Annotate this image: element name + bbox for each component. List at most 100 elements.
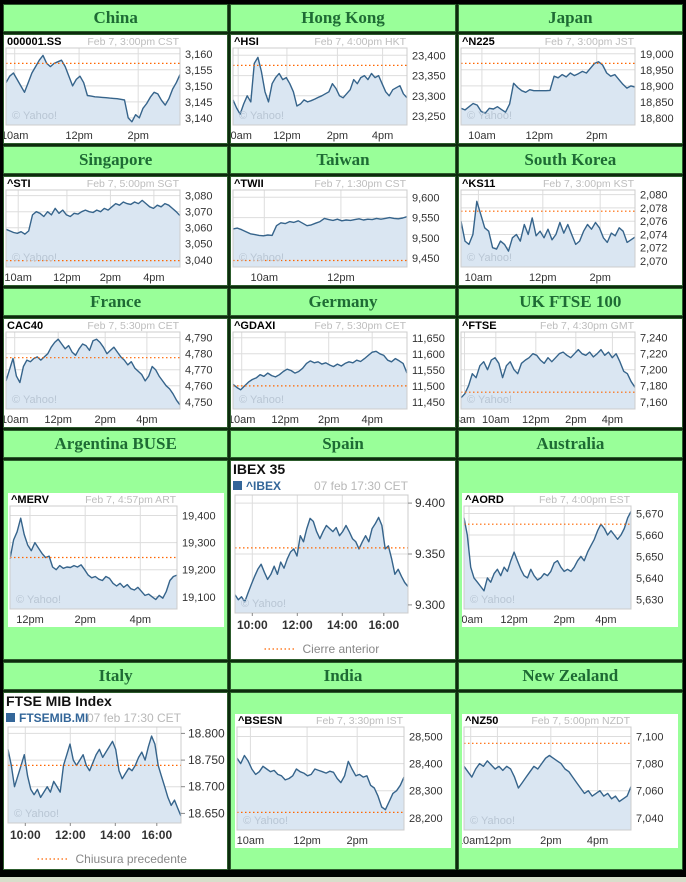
chart-germany[interactable]: © Yahoo! ^GDAXI Feb 7, 5:30pm CET 11,650 11,…	[231, 319, 455, 427]
symbol-label: ^STI	[7, 178, 31, 190]
chart-cell-india: © Yahoo! ^BSESN Feb 7, 3:30pm IST 28,500 28,…	[230, 692, 456, 870]
chart-taiwan[interactable]: © Yahoo! ^TWII Feb 7, 1:30pm CST 9,600 9,550…	[231, 177, 455, 285]
area-fill	[460, 201, 635, 267]
y-tick-label: 2,076	[640, 216, 668, 228]
header-label: Japan	[548, 8, 593, 27]
chart-cell-taiwan: © Yahoo! ^TWII Feb 7, 1:30pm CST 9,600 9,550…	[230, 176, 456, 286]
y-tick-label: 3,060	[185, 223, 213, 235]
header-label: Italy	[98, 666, 133, 685]
y-tick-label: 18.800	[188, 726, 225, 740]
chart-svg: © Yahoo! ^KS11 Feb 7, 3:00pm KST 2,0802,078…	[458, 177, 682, 285]
plot-border	[232, 331, 408, 410]
datetime-label: Feb 7, 3:00pm KST	[543, 178, 635, 190]
x-tick-label: 12pm	[525, 130, 553, 142]
chart-svg: © Yahoo! ^TWII Feb 7, 1:30pm CST 9,600 9,550…	[231, 177, 455, 285]
chart-spain[interactable]: © Yahoo! IBEX 35 ^IBEX 07 feb 17:30 CET 9.40…	[231, 461, 455, 659]
x-tick-label: 2pm	[100, 272, 121, 284]
y-tick-label: 5,660	[636, 530, 664, 542]
chart-svg: © Yahoo! ^NZ50 Feb 7, 5:00pm NZDT 7,100 7,08…	[462, 714, 679, 848]
header-label: Singapore	[78, 150, 153, 169]
x-tick-label: 12pm	[16, 614, 44, 626]
chart-cell-japan: © Yahoo! ^N225 Feb 7, 3:00pm JST 19,000 18,9…	[457, 34, 683, 144]
chart-cell-australia: © Yahoo! ^AORD Feb 7, 4:00pm EST 5,670 5,660…	[457, 460, 683, 660]
plot-border	[7, 726, 182, 824]
x-tick-label: 12pm	[65, 130, 93, 142]
chart-svg: © Yahoo! ^MERV Feb 7, 4:57pm ART 19,400 19,3…	[7, 493, 224, 627]
y-tick-label: 4,770	[185, 365, 213, 377]
y-tick-label: 2,070	[640, 256, 668, 268]
chart-new-zealand[interactable]: © Yahoo! ^NZ50 Feb 7, 5:00pm NZDT 7,100 7,08…	[462, 714, 679, 848]
datetime-label: 07 feb 17:30 CET	[314, 479, 409, 493]
x-tick-label: 2pm	[327, 130, 348, 142]
datetime-label: Feb 7, 3:30pm IST	[316, 715, 404, 727]
legend-square-icon	[6, 713, 15, 722]
x-tick-label: 2pm	[554, 614, 575, 626]
y-tick-label: 5,640	[636, 573, 664, 585]
y-tick-label: 23,400	[412, 50, 446, 62]
area-fill	[235, 517, 409, 613]
x-tick-label: 12pm	[484, 835, 512, 847]
plot-border	[5, 331, 181, 410]
area-fill	[464, 511, 632, 609]
x-tick-label: 4pm	[362, 414, 383, 426]
price-line	[233, 216, 408, 237]
y-tick-label: 2,080	[640, 190, 668, 202]
y-tick-label: 18.700	[188, 780, 225, 794]
y-tick-label: 11,450	[412, 397, 445, 409]
x-tick-label: 2pm	[74, 614, 95, 626]
y-tick-label: 3,155	[185, 65, 213, 77]
chart-svg: © Yahoo! ^AORD Feb 7, 4:00pm EST 5,670 5,660…	[462, 493, 679, 627]
y-tick-label: 18,850	[640, 97, 674, 109]
symbol-label: ^GDAXI	[234, 320, 275, 332]
y-tick-label: 3,070	[185, 207, 213, 219]
plot-border	[9, 505, 178, 610]
area-fill	[460, 349, 635, 409]
chart-japan[interactable]: © Yahoo! ^N225 Feb 7, 3:00pm JST 19,000 18,9…	[458, 35, 682, 143]
symbol-label: ^AORD	[465, 494, 504, 506]
x-tick-label: 2pm	[540, 835, 561, 847]
plot-border	[232, 189, 408, 268]
chart-south-korea[interactable]: © Yahoo! ^KS11 Feb 7, 3:00pm KST 2,080 2,078…	[458, 177, 682, 285]
y-tick-label: 3,145	[185, 97, 213, 109]
legend-square-icon	[233, 481, 243, 490]
x-tick-label: 10am	[231, 414, 255, 426]
area-fill	[6, 339, 180, 409]
chart-australia[interactable]: © Yahoo! ^AORD Feb 7, 4:00pm EST 5,670 5,660…	[462, 493, 679, 627]
symbol-label: CAC40	[7, 320, 43, 332]
chart-india[interactable]: © Yahoo! ^BSESN Feb 7, 3:30pm IST 28,500 28,…	[234, 714, 451, 848]
chart-hong-kong[interactable]: © Yahoo! ^HSI Feb 7, 4:00pm HKT 23,400 23,35…	[231, 35, 455, 143]
chart-singapore[interactable]: © Yahoo! ^STI Feb 7, 5:00pm SGT 3,080 3,070 3…	[4, 177, 228, 285]
chart-china[interactable]: © Yahoo! 000001.SS Feb 7, 3:00pm CST 3,160 3…	[4, 35, 228, 143]
chart-cell-singapore: © Yahoo! ^STI Feb 7, 5:00pm SGT 3,080 3,070 3…	[3, 176, 229, 286]
y-tick-label: 5,670	[636, 509, 664, 521]
x-tick-label: 2pm	[94, 414, 115, 426]
x-tick-label: 10am	[4, 130, 28, 142]
y-tick-label: 18.650	[188, 806, 225, 820]
section-header-france: France	[3, 288, 229, 316]
y-tick-label: 28,300	[409, 786, 443, 798]
y-tick-label: 19,400	[182, 511, 216, 523]
x-tick-label: 10am	[237, 835, 265, 847]
y-tick-label: 28,200	[409, 813, 443, 825]
header-label: India	[323, 666, 363, 685]
header-label: Argentina BUSE	[54, 434, 177, 453]
chart-france[interactable]: © Yahoo! CAC40 Feb 7, 5:30pm CET 4,790 4,780…	[4, 319, 228, 427]
y-tick-label: 7,220	[640, 349, 668, 361]
bottom-legend-label: Chiusura precedente	[76, 852, 188, 866]
area-fill	[6, 55, 180, 125]
price-line	[459, 200, 636, 252]
x-tick-label: 10am	[251, 272, 279, 284]
area-fill	[233, 216, 408, 267]
chart-italy[interactable]: © Yahoo! FTSE MIB Index FTSEMIB.MI 07 feb 1…	[4, 693, 228, 869]
symbol-label: 000001.SS	[7, 36, 61, 48]
y-tick-label: 18,800	[640, 113, 674, 125]
x-tick-label: 10am	[464, 272, 492, 284]
chart-uk-ftse-100[interactable]: © Yahoo! ^FTSE Feb 7, 4:30pm GMT 7,240 7,220…	[458, 319, 682, 427]
chart-argentina-buse[interactable]: © Yahoo! ^MERV Feb 7, 4:57pm ART 19,400 19,3…	[7, 493, 224, 627]
y-tick-label: 2,074	[640, 230, 668, 242]
y-tick-label: 3,160	[185, 49, 213, 61]
yahoo-watermark: © Yahoo!	[470, 815, 515, 827]
x-tick-label: 10am	[482, 414, 510, 426]
x-tick-label: 12pm	[501, 614, 529, 626]
